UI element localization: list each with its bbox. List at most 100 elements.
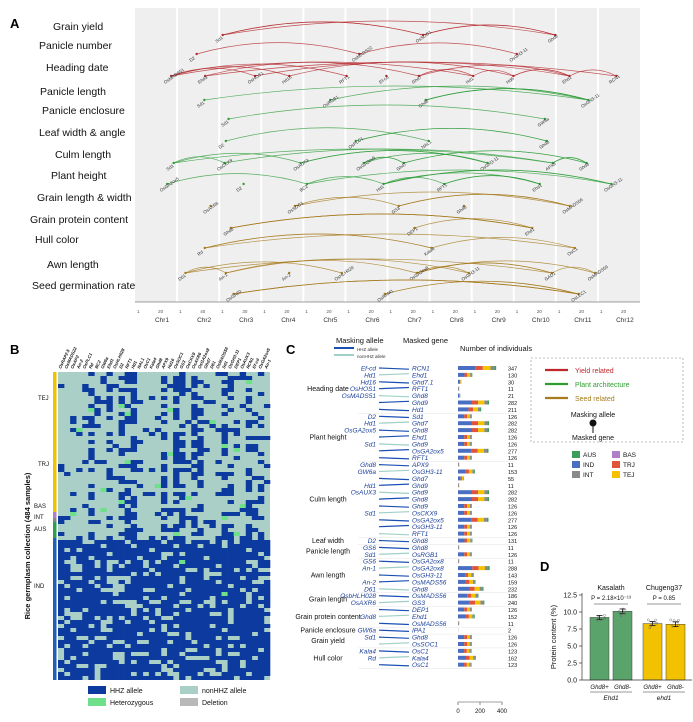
heatmap-cell: [82, 572, 89, 576]
data-point: [599, 618, 603, 622]
heatmap-cell: [64, 616, 71, 620]
heatmap-cell: [215, 600, 222, 604]
heatmap-cell: [88, 456, 95, 460]
heatmap-cell: [245, 524, 253, 528]
heatmap-cell: [118, 376, 125, 380]
heatmap-cell: [154, 652, 162, 656]
legend-label: Yield related: [575, 368, 614, 375]
heatmap-cell: [245, 572, 253, 576]
heatmap-cell: [130, 588, 138, 592]
interaction-arc: [472, 69, 514, 77]
gene-label: Ehd3: [197, 74, 209, 84]
heatmap-cell: [263, 652, 271, 656]
heatmap-cell: [118, 636, 125, 640]
heatmap-cell: [124, 564, 131, 568]
heatmap-cell: [245, 664, 253, 668]
heatmap-cell: [76, 628, 83, 632]
heatmap-cell: [239, 556, 247, 560]
data-point: [653, 621, 657, 625]
heatmap-cell: [64, 636, 71, 640]
heatmap-cell: [185, 652, 192, 656]
heatmap-cell: [215, 540, 222, 544]
heatmap-cell: [263, 672, 271, 676]
data-point: [617, 610, 621, 613]
heatmap-cell: [203, 616, 210, 620]
heatmap-cell: [239, 676, 247, 680]
heatmap-cell: [263, 572, 271, 576]
trait-label: Grain yield: [53, 21, 103, 33]
heatmap-cell: [239, 580, 247, 584]
heatmap-cell: [191, 444, 198, 448]
group-label: Kasalath: [597, 585, 624, 592]
heatmap-cell: [154, 544, 162, 548]
count-bar: [471, 504, 472, 508]
heatmap-cell: [88, 536, 95, 540]
count-label: 143: [508, 574, 517, 580]
heatmap-cell: [130, 396, 138, 400]
heatmap-cell: [142, 632, 150, 636]
heatmap-cell: [257, 572, 265, 576]
masked-gene: Ghd7: [412, 421, 428, 428]
heatmap-cell: [209, 648, 216, 652]
count-bar: [483, 517, 487, 522]
heatmap-cell: [251, 612, 259, 616]
group-bar: [53, 538, 57, 680]
heatmap-cell: [215, 628, 222, 632]
heatmap-cell: [245, 380, 253, 384]
count-bar: [458, 483, 459, 488]
heatmap-cell: [82, 568, 89, 572]
heatmap-cell: [160, 676, 168, 680]
heatmap-cell: [245, 616, 253, 620]
count-bar: [458, 517, 472, 522]
heatmap-cell: [142, 664, 150, 668]
heatmap-cell: [94, 396, 101, 400]
heatmap-cell: [82, 604, 89, 608]
count-bar: [477, 517, 484, 522]
gene-label: DEP1: [406, 226, 419, 237]
heatmap-cell: [203, 420, 210, 424]
heatmap-cell: [173, 376, 180, 380]
heatmap-cell: [239, 572, 247, 576]
masked-gene: Ghd8: [412, 428, 428, 435]
heatmap-cell: [245, 500, 253, 504]
heatmap-cell: [227, 632, 234, 636]
heatmap-cell: [263, 664, 271, 668]
heatmap-cell: [154, 596, 162, 600]
heatmap-cell: [136, 592, 144, 596]
tick-label: 20: [537, 309, 543, 314]
heatmap-cell: [88, 388, 95, 392]
heatmap-cell: [221, 636, 228, 640]
heatmap-cell: [118, 568, 125, 572]
heatmap-cell: [118, 612, 125, 616]
heatmap-cell: [221, 656, 228, 660]
count-bar: [464, 414, 468, 419]
heatmap-cell: [167, 612, 174, 616]
heatmap-cell: [154, 552, 162, 556]
gene-label: OsC1: [566, 246, 579, 257]
heatmap-cell: [233, 420, 241, 424]
heatmap-cell: [197, 632, 204, 636]
heatmap-cell: [106, 488, 113, 492]
heatmap-cell: [136, 608, 144, 612]
gene-dot: [358, 52, 361, 56]
heatmap-cell: [179, 672, 186, 676]
heatmap-cell: [136, 588, 144, 592]
heatmap-cell: [136, 664, 144, 668]
count-bar: [468, 469, 473, 474]
tick-label: 1: [179, 309, 182, 314]
heatmap-cell: [148, 668, 156, 672]
heatmap-cell: [167, 452, 174, 456]
bar-label: Ghd8+: [643, 685, 662, 691]
interaction-arc: [167, 173, 308, 185]
data-point: [672, 619, 676, 622]
heatmap-cell: [124, 488, 131, 492]
heatmap-cell: [94, 644, 101, 648]
heatmap-cell: [70, 636, 77, 640]
x-tick-label: 0: [456, 709, 460, 715]
heatmap-cell: [239, 592, 247, 596]
heatmap-cell: [118, 500, 125, 504]
heatmap-cell: [215, 632, 222, 636]
heatmap-cell: [221, 584, 228, 588]
heatmap-cell: [118, 516, 125, 520]
